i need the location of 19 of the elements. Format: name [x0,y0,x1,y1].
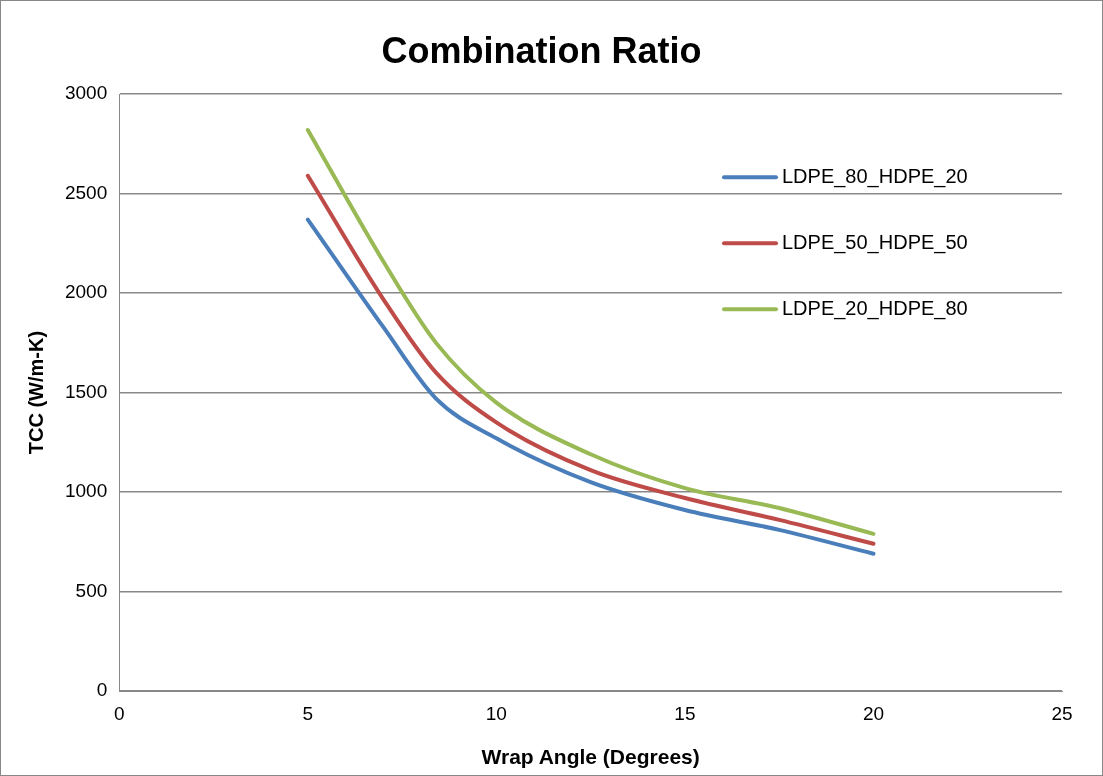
x-tick-label: 10 [485,702,507,724]
legend-label: LDPE_50_HDPE_50 [782,230,968,254]
y-tick-label: 0 [96,679,108,701]
y-tick-label: 1500 [64,380,108,402]
y-tick-label: 500 [75,579,108,601]
y-axis-title: TCC (W/m-K) [24,330,47,455]
legend-label: LDPE_20_HDPE_80 [782,296,968,320]
chart-title: Combination Ratio [381,29,702,71]
legend-label: LDPE_80_HDPE_20 [782,164,968,188]
x-tick-label: 25 [1051,702,1073,724]
x-tick-label: 5 [302,702,314,724]
x-tick-label: 20 [862,702,885,724]
y-tick-label: 2000 [64,281,108,303]
y-tick-label: 2500 [64,181,108,203]
x-tick-label: 0 [113,702,125,724]
y-tick-label: 3000 [64,82,108,104]
y-tick-label: 1000 [64,480,108,502]
x-tick-label: 15 [674,702,696,724]
x-axis-title: Wrap Angle (Degrees) [481,745,700,769]
